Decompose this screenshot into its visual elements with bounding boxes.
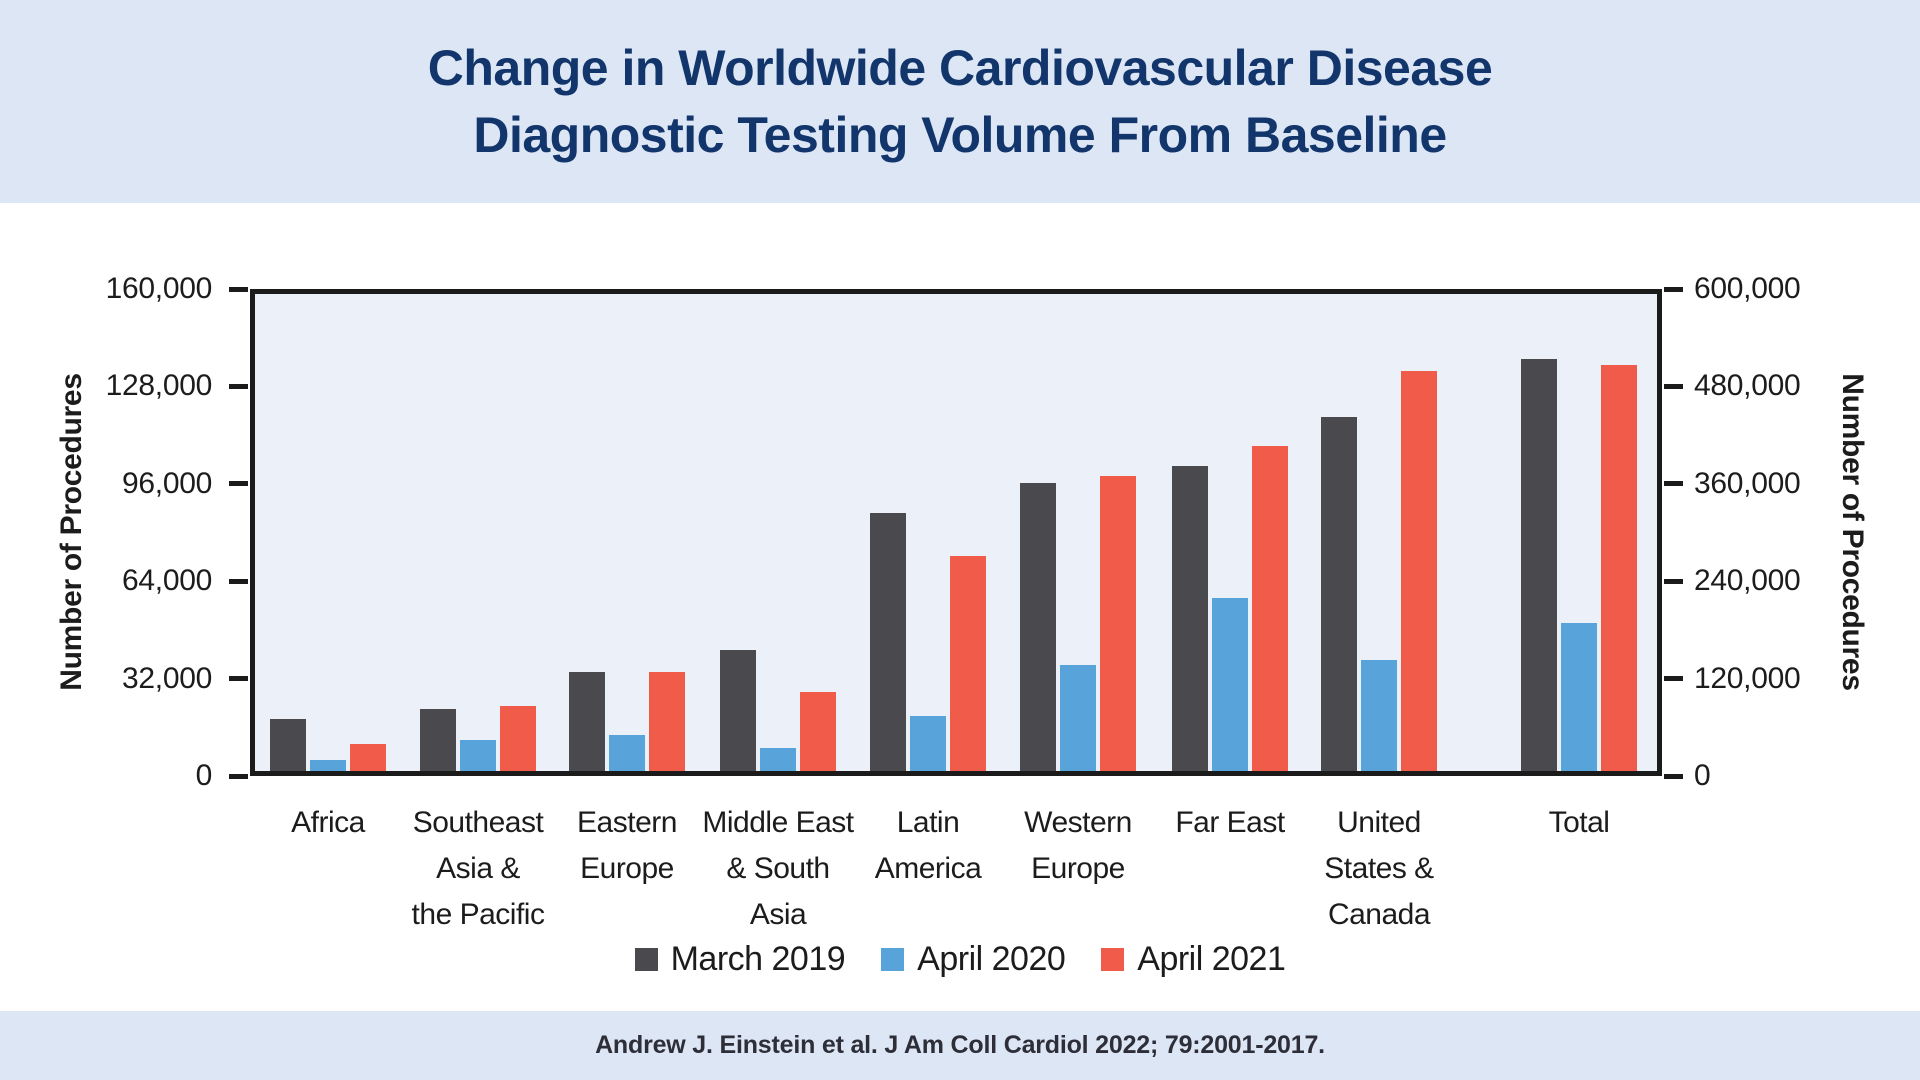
chart-title-line1: Change in Worldwide Cardiovascular Disea… xyxy=(427,39,1493,96)
bar-april-2020 xyxy=(460,740,496,771)
category-label: Middle East & South Asia xyxy=(702,806,854,931)
left-axis-tick-label: 64,000 xyxy=(122,564,212,598)
bar-march-2019 xyxy=(870,513,906,771)
right-axis-title: Number of Procedures xyxy=(1836,373,1869,691)
bar-march-2019 xyxy=(270,719,306,771)
bar-april-2021 xyxy=(950,556,986,771)
right-axis-tick-label: 240,000 xyxy=(1694,564,1801,598)
bar-april-2020 xyxy=(1212,598,1248,771)
legend-label: April 2021 xyxy=(1137,940,1286,978)
category-label: Africa xyxy=(291,806,365,839)
citation-text: Andrew J. Einstein et al. J Am Coll Card… xyxy=(595,1031,1325,1059)
bar-april-2021 xyxy=(500,706,536,771)
right-axis-tick xyxy=(1664,481,1683,487)
left-axis-tick-label: 128,000 xyxy=(105,369,213,403)
left-axis-tick xyxy=(229,286,248,292)
legend-item: March 2019 xyxy=(634,940,846,979)
left-axis-tick xyxy=(229,481,248,487)
legend-swatch xyxy=(1101,948,1125,971)
chart-title: Change in Worldwide Cardiovascular Disea… xyxy=(428,35,1493,169)
left-axis-tick-label: 32,000 xyxy=(122,661,212,695)
legend-item: April 2020 xyxy=(881,940,1066,979)
category-label: Total xyxy=(1548,806,1610,839)
chart-title-line2: Diagnostic Testing Volume From Baseline xyxy=(473,106,1447,163)
bar-april-2020 xyxy=(910,716,946,771)
legend: March 2019 April 2020 April 2021 xyxy=(0,940,1920,979)
left-axis-tick xyxy=(229,578,248,584)
legend-swatch xyxy=(881,948,905,971)
right-axis-tick-label: 480,000 xyxy=(1694,369,1801,403)
left-axis-tick-label: 160,000 xyxy=(105,272,213,305)
left-axis-tick-label: 0 xyxy=(195,759,213,792)
bar-april-2020 xyxy=(1361,660,1397,771)
left-axis-tick-label: 96,000 xyxy=(122,466,212,500)
left-axis-tick xyxy=(229,383,248,389)
legend-item: April 2021 xyxy=(1101,940,1286,979)
bar-april-2021 xyxy=(1401,371,1437,771)
bar-april-2020 xyxy=(609,735,645,771)
legend-label: March 2019 xyxy=(670,940,846,978)
footer-band: Andrew J. Einstein et al. J Am Coll Card… xyxy=(0,1011,1920,1080)
bar-april-2021 xyxy=(1100,476,1136,771)
left-axis-tick xyxy=(229,773,248,779)
right-axis-tick-label: 120,000 xyxy=(1694,661,1801,695)
right-axis-tick xyxy=(1664,578,1683,584)
bar-april-2021 xyxy=(1252,446,1288,771)
bar-april-2021 xyxy=(1601,365,1637,771)
category-label: Far East xyxy=(1175,806,1285,839)
right-axis-tick xyxy=(1664,286,1683,292)
right-axis-tick xyxy=(1664,773,1683,779)
right-axis-tick-label: 600,000 xyxy=(1694,272,1801,305)
bar-april-2020 xyxy=(1060,665,1096,771)
category-label: Western Europe xyxy=(1024,806,1132,885)
bar-april-2021 xyxy=(800,692,836,771)
category-label: Eastern Europe xyxy=(577,806,677,885)
bar-march-2019 xyxy=(1321,417,1357,771)
bar-march-2019 xyxy=(1521,359,1557,771)
right-axis-tick xyxy=(1664,676,1683,682)
right-axis-tick-label: 0 xyxy=(1694,759,1711,792)
legend-swatch xyxy=(634,948,658,971)
category-label: Southeast Asia & the Pacific xyxy=(411,806,545,931)
plot-area: 0 32,000 64,000 96,000 128,000 160,000 0 120,00… xyxy=(106,272,1801,931)
bar-march-2019 xyxy=(420,709,456,771)
right-axis-tick xyxy=(1664,383,1683,389)
left-axis-title: Number of Procedures xyxy=(55,373,88,691)
bar-april-2020 xyxy=(1561,623,1597,771)
bar-april-2021 xyxy=(350,744,386,771)
right-axis-tick-label: 360,000 xyxy=(1694,466,1801,500)
bar-march-2019 xyxy=(569,672,605,771)
left-axis-tick xyxy=(229,676,248,682)
legend-label: April 2020 xyxy=(917,940,1066,978)
bar-march-2019 xyxy=(1172,466,1208,771)
bar-april-2020 xyxy=(760,748,796,771)
category-label: Latin America xyxy=(874,806,982,885)
header-band: Change in Worldwide Cardiovascular Disea… xyxy=(0,0,1920,203)
bar-april-2020 xyxy=(310,760,346,771)
bar-march-2019 xyxy=(720,650,756,771)
bar-april-2021 xyxy=(649,672,685,771)
category-label: United States & Canada xyxy=(1324,806,1434,931)
bar-march-2019 xyxy=(1020,483,1056,771)
